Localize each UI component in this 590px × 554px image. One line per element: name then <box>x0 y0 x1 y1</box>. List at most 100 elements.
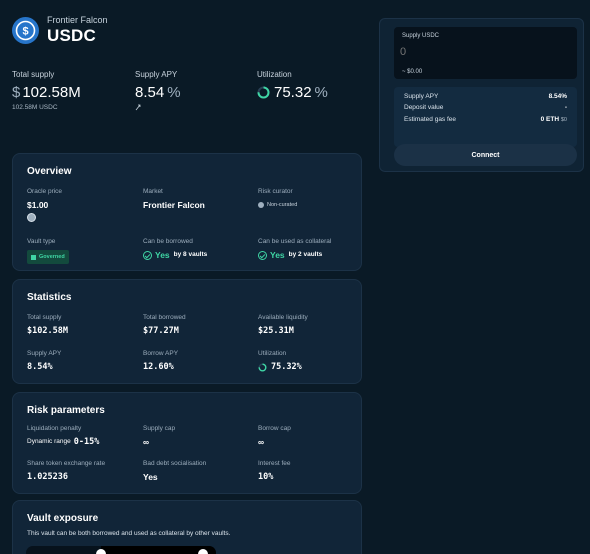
bad-debt-value: Yes <box>143 472 158 482</box>
asset-title: USDC <box>47 26 96 45</box>
total-supply-value: 102.58M <box>22 84 81 101</box>
supply-apy-stat: 8.54% <box>27 362 53 372</box>
summary-label: Deposit value <box>404 104 444 111</box>
supply-apy-value: 8.54 <box>135 84 165 101</box>
collateral-by-link[interactable]: by 2 vaults <box>288 251 323 258</box>
bad-debt-socialisation: Bad debt socialisation Yes <box>143 460 206 482</box>
stat-utilization: Utilization 75.32 % <box>257 70 328 101</box>
vault-type: Vault type Governed <box>27 238 69 264</box>
top-stats: Total supply $ 102.58M 102.58M USDC Supp… <box>12 70 362 120</box>
vault-exposure-card: Vault exposure This vault can be both bo… <box>12 500 362 554</box>
total-borrowed-stat: $77.27M <box>143 326 179 336</box>
exposure-toggle[interactable] <box>26 546 216 554</box>
borrow-cap-value: ∞ <box>258 437 265 447</box>
summary-row: Supply APY 8.54% <box>404 93 567 100</box>
total-supply-stat: $102.58M <box>27 326 68 336</box>
supply-input-box: Supply USDC ~ $0.00 <box>394 27 577 79</box>
svg-text:$: $ <box>22 25 28 37</box>
exchange-rate: Share token exchange rate 1.025236 <box>27 460 105 482</box>
exchange-rate-value: 1.025236 <box>27 472 68 482</box>
cell-label: Market <box>143 188 163 195</box>
risk-parameters-card: Risk parameters Liquidation penalty Dyna… <box>12 392 362 494</box>
summary-value: - <box>564 104 567 111</box>
supply-amount-input[interactable] <box>400 43 570 61</box>
oracle-price: Oracle price $1.00 <box>27 188 62 222</box>
summary-value: 0 ETH <box>540 116 560 123</box>
stat-total-supply-cell: Total supply $102.58M <box>27 314 68 336</box>
summary-row: Estimated gas fee 0 ETH $0 <box>404 116 567 123</box>
vault-type-value: Governed <box>39 254 65 260</box>
exposure-title: Vault exposure <box>27 513 99 524</box>
interest-fee-value: 10% <box>258 472 274 482</box>
borrow-apy-stat: 12.60% <box>143 362 174 372</box>
summary-label: Estimated gas fee <box>404 116 457 123</box>
interest-fee: Interest fee 10% <box>258 460 291 482</box>
supply-cap: Supply cap ∞ <box>143 425 175 447</box>
overview-card: Overview Oracle price $1.00 Market Front… <box>12 153 362 271</box>
stat-borrow-apy-cell: Borrow APY 12.60% <box>143 350 178 372</box>
borrow-cap: Borrow cap ∞ <box>258 425 291 447</box>
check-circle-icon <box>258 250 267 260</box>
cell-label: Risk curator <box>258 188 293 195</box>
can-be-borrowed: Can be borrowed Yes by 8 vaults <box>143 238 207 260</box>
collateral-yes: Yes <box>270 250 285 260</box>
borrowable-yes: Yes <box>155 250 170 260</box>
stat-label: Utilization <box>257 70 292 79</box>
cell-label: Available liquidity <box>258 314 308 321</box>
supply-input-label: Supply USDC <box>402 33 440 39</box>
stat-supply-apy-cell: Supply APY 8.54% <box>27 350 61 372</box>
liquidation-prefix: Dynamic range <box>27 438 71 445</box>
rewards-sparkle-icon[interactable] <box>135 104 181 113</box>
connect-button[interactable]: Connect <box>394 144 577 166</box>
cell-label: Total borrowed <box>143 314 186 321</box>
supply-usd-value: ~ $0.00 <box>402 69 423 75</box>
vault-type-badge: Governed <box>27 250 69 264</box>
utilization-ring-icon <box>258 363 267 371</box>
stat-label: Supply APY <box>135 70 178 79</box>
statistics-title: Statistics <box>27 292 72 303</box>
market-header: $ Frontier Falcon USDC <box>12 15 108 45</box>
supply-panel: Supply USDC ~ $0.00 Supply APY 8.54% Dep… <box>379 18 584 172</box>
stat-available-cell: Available liquidity $25.31M <box>258 314 308 336</box>
borrowable-by-link[interactable]: by 8 vaults <box>173 251 208 258</box>
cell-label: Utilization <box>258 350 287 357</box>
utilization-stat: 75.32% <box>271 362 302 372</box>
cell-label: Supply cap <box>143 425 176 432</box>
statistics-card: Statistics Total supply $102.58M Total b… <box>12 279 362 384</box>
exposure-description: This vault can be both borrowed and used… <box>27 530 231 537</box>
cell-label: Oracle price <box>27 188 63 195</box>
stat-label: Total supply <box>12 70 55 79</box>
cell-label: Can be borrowed <box>143 238 193 245</box>
cell-label: Vault type <box>27 238 56 245</box>
risk-title: Risk parameters <box>27 405 105 416</box>
stat-total-borrowed-cell: Total borrowed $77.27M <box>143 314 186 336</box>
summary-label: Supply APY <box>404 93 439 100</box>
summary-suffix: $0 <box>560 117 567 123</box>
cell-label: Borrow cap <box>258 425 291 432</box>
liquidation-value: 0-15% <box>73 437 100 447</box>
cell-label: Share token exchange rate <box>27 460 106 467</box>
supply-summary: Supply APY 8.54% Deposit value - Estimat… <box>394 87 577 147</box>
cell-label: Can be used as collateral <box>258 238 332 245</box>
market: Market Frontier Falcon <box>143 188 205 210</box>
cell-label: Supply APY <box>27 350 62 357</box>
percent-unit: % <box>314 84 328 101</box>
oracle-source-icon[interactable] <box>27 213 36 222</box>
usdc-logo-icon: $ <box>12 16 39 44</box>
utilization-ring-icon <box>257 86 270 99</box>
check-circle-icon <box>143 250 152 260</box>
risk-curator-badge: Non-curated <box>258 200 297 210</box>
oracle-price-value: $1.00 <box>27 200 49 210</box>
can-be-collateral: Can be used as collateral Yes by 2 vault… <box>258 238 331 260</box>
cell-label: Bad debt socialisation <box>143 460 207 467</box>
cell-label: Liquidation penalty <box>27 425 82 432</box>
total-supply-native: 102.58M USDC <box>12 104 58 111</box>
risk-curator: Risk curator Non-curated <box>258 188 297 210</box>
stat-utilization-cell: Utilization 75.32% <box>258 350 302 372</box>
summary-value: 8.54% <box>548 93 567 100</box>
percent-unit: % <box>167 84 181 101</box>
summary-row: Deposit value - <box>404 104 567 111</box>
risk-curator-value: Non-curated <box>267 202 298 208</box>
overview-title: Overview <box>27 166 72 177</box>
available-liquidity-stat: $25.31M <box>258 326 294 336</box>
